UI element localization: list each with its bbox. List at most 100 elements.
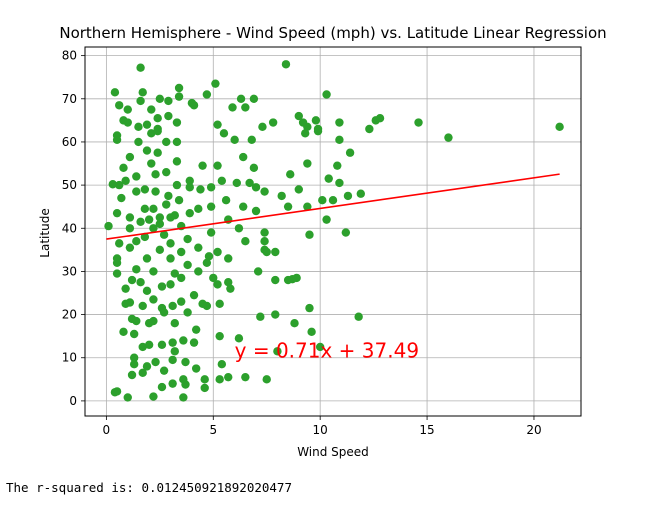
data-point [140, 204, 150, 214]
data-point [232, 178, 241, 188]
data-point [224, 372, 233, 382]
data-point [112, 208, 122, 218]
data-point [149, 295, 158, 304]
data-point [170, 211, 179, 220]
data-point [213, 247, 222, 257]
data-point [294, 185, 303, 194]
data-point [168, 338, 177, 347]
data-point [335, 135, 344, 144]
data-point [121, 284, 130, 293]
data-point [149, 392, 158, 401]
data-point [157, 282, 167, 291]
data-point [112, 269, 122, 278]
data-point [112, 387, 122, 396]
data-point [159, 308, 169, 317]
data-point [162, 200, 171, 209]
data-point [149, 267, 158, 276]
data-point [189, 101, 199, 110]
data-point [170, 347, 179, 356]
data-point [147, 129, 156, 138]
data-point [157, 382, 167, 392]
data-point [292, 273, 301, 283]
x-tick-label: 20 [526, 423, 541, 437]
data-point [147, 159, 156, 168]
data-point [194, 267, 203, 276]
data-point [132, 265, 141, 274]
data-point [283, 202, 293, 211]
data-point [202, 301, 212, 311]
data-point [125, 224, 135, 233]
data-point [286, 170, 295, 179]
data-point [127, 275, 137, 285]
data-point [324, 174, 333, 183]
data-point [174, 83, 184, 93]
data-point [251, 206, 261, 216]
data-point [159, 230, 169, 239]
data-point [115, 239, 124, 248]
regression-line [106, 173, 560, 240]
data-point [136, 63, 145, 72]
data-point [262, 375, 271, 384]
chart-title: Northern Hemisphere - Wind Speed (mph) v… [59, 24, 606, 42]
plot-frame [84, 46, 582, 417]
data-point [179, 393, 188, 402]
data-point [155, 213, 165, 222]
data-point [185, 183, 194, 192]
y-tick-label: 80 [62, 49, 77, 63]
data-point [110, 88, 120, 97]
data-point [202, 258, 212, 267]
data-point [177, 297, 186, 306]
y-tick-label: 70 [62, 92, 77, 106]
data-point [206, 202, 216, 211]
data-point [149, 316, 158, 326]
data-point [129, 360, 139, 369]
y-tick-label: 50 [62, 178, 77, 192]
data-point [123, 105, 132, 114]
data-point [315, 342, 325, 352]
data-point [153, 114, 162, 123]
data-point [305, 303, 314, 313]
data-point [354, 312, 363, 321]
data-point [112, 135, 122, 144]
data-point [164, 191, 173, 201]
data-point [271, 310, 280, 319]
data-point [138, 301, 147, 311]
data-point [217, 360, 227, 369]
data-point [343, 191, 353, 201]
data-point [142, 146, 152, 155]
data-point [228, 103, 237, 112]
data-point [147, 105, 156, 114]
data-point [123, 393, 132, 402]
data-point [151, 187, 160, 196]
data-point [140, 185, 150, 194]
data-point [303, 122, 312, 132]
data-point [206, 183, 216, 192]
data-point [414, 118, 423, 127]
data-point [172, 118, 182, 127]
data-point [179, 336, 188, 345]
data-point [335, 178, 344, 188]
data-point [221, 196, 231, 205]
data-point [241, 237, 250, 246]
data-point [166, 254, 175, 263]
data-point [307, 327, 316, 337]
data-point [251, 183, 261, 192]
x-tick-label: 5 [209, 423, 217, 437]
data-point [303, 159, 312, 168]
data-point [151, 357, 160, 367]
data-point [277, 191, 286, 201]
y-tick-label: 30 [62, 264, 77, 278]
data-point [138, 88, 147, 97]
data-point [162, 137, 171, 147]
data-point [303, 202, 312, 211]
data-point [217, 176, 227, 185]
data-point [144, 340, 154, 349]
data-point [181, 357, 190, 367]
data-point [224, 254, 233, 263]
data-point [194, 204, 203, 214]
scatter-points [104, 60, 564, 402]
data-point [555, 122, 564, 132]
data-point [224, 278, 233, 287]
data-point [262, 247, 271, 257]
data-point [159, 366, 169, 375]
